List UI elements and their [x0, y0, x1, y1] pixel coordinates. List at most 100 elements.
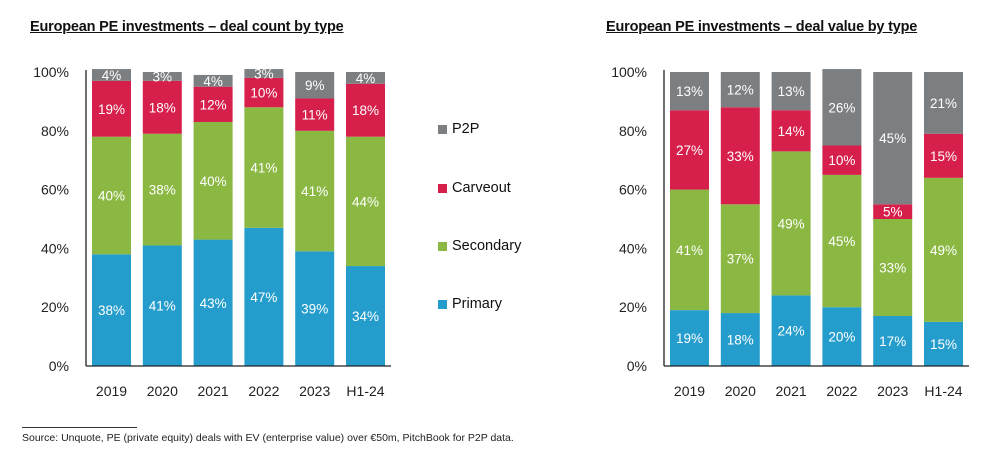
footnote-divider: [22, 427, 137, 428]
data-label-value-2020-secondary: 37%: [727, 252, 754, 267]
bar-value-2019-primary: [670, 310, 709, 366]
data-label-count-2020-primary: 41%: [149, 299, 176, 314]
x-tick-label-value: 2022: [826, 383, 857, 399]
data-label-value-2022-primary: 20%: [828, 330, 855, 345]
data-label-value-2021-primary: 24%: [778, 324, 805, 339]
data-label-count-2022-carveout: 10%: [250, 86, 277, 101]
bar-value-2022-primary: [822, 307, 862, 366]
bar-value-2020-carveout: [720, 107, 760, 205]
data-label-count-2023-p2p: 9%: [305, 78, 325, 93]
legend-label-p2p: P2P: [452, 121, 480, 137]
data-label-count-2020-secondary: 38%: [149, 183, 176, 198]
data-label-value-2022-carveout: 10%: [828, 153, 855, 168]
bar-value-2019-carveout: [670, 110, 709, 190]
x-tick-label-count: H1-24: [346, 383, 384, 399]
legend-item-primary: Primary: [438, 296, 502, 312]
y-tick-label-value: 40%: [619, 240, 647, 256]
legend-swatch-carveout: [438, 183, 447, 193]
data-label-count-H1-24-p2p: 4%: [356, 71, 376, 86]
bar-count-2019-carveout: [92, 80, 131, 137]
bar-value-2022-p2p: [822, 69, 862, 146]
bar-count-2023-p2p: [295, 72, 335, 99]
legend-item-p2p: P2P: [438, 121, 479, 137]
bar-value-2021-carveout: [771, 110, 811, 152]
bar-value-2021-p2p: [771, 72, 811, 111]
y-tick-label-count: 100%: [33, 64, 69, 80]
legend-label-primary: Primary: [452, 296, 502, 312]
data-label-value-2020-primary: 18%: [727, 333, 754, 348]
bar-count-H1-24-p2p: [346, 72, 385, 84]
data-label-count-2023-secondary: 41%: [301, 184, 328, 199]
data-label-value-2020-p2p: 12%: [727, 83, 754, 98]
data-label-count-2019-secondary: 40%: [98, 188, 125, 203]
data-label-count-2021-p2p: 4%: [203, 74, 223, 89]
bar-count-2020-p2p: [142, 72, 182, 81]
data-label-value-2023-primary: 17%: [879, 334, 906, 349]
y-tick-label-value: 0%: [627, 358, 647, 374]
legend-item-secondary: Secondary: [438, 238, 521, 254]
legend-label-carveout: Carveout: [452, 180, 511, 196]
chart-title-deal-count: European PE investments – deal count by …: [30, 19, 344, 35]
y-tick-label-count: 20%: [41, 299, 69, 315]
y-tick-label-count: 40%: [41, 240, 69, 256]
bar-count-H1-24-secondary: [346, 136, 385, 267]
x-tick-label-count: 2020: [147, 383, 178, 399]
data-label-count-2020-p2p: 3%: [153, 69, 173, 84]
data-label-value-2019-p2p: 13%: [676, 84, 703, 99]
data-label-count-H1-24-secondary: 44%: [352, 194, 379, 209]
bar-count-2019-primary: [92, 254, 131, 366]
bar-count-2023-carveout: [295, 98, 335, 131]
legend-swatch-primary: [438, 299, 447, 309]
bar-count-2022-p2p: [244, 69, 284, 78]
bar-value-H1-24-secondary: [924, 177, 963, 322]
data-label-count-H1-24-primary: 34%: [352, 309, 379, 324]
bar-value-2022-carveout: [822, 145, 862, 175]
data-label-value-H1-24-primary: 15%: [930, 337, 957, 352]
data-label-value-H1-24-carveout: 15%: [930, 149, 957, 164]
x-tick-label-count: 2022: [248, 383, 279, 399]
data-label-count-2021-carveout: 12%: [200, 97, 227, 112]
bar-count-2021-secondary: [193, 121, 233, 240]
data-label-count-2021-secondary: 40%: [200, 174, 227, 189]
chart-title-deal-value: European PE investments – deal value by …: [606, 19, 918, 35]
bar-value-2022-secondary: [822, 174, 862, 308]
data-label-value-2022-secondary: 45%: [828, 234, 855, 249]
y-tick-label-value: 80%: [619, 123, 647, 139]
bar-value-2021-secondary: [771, 151, 811, 296]
data-label-value-2021-p2p: 13%: [778, 84, 805, 99]
data-label-count-2023-primary: 39%: [301, 302, 328, 317]
x-tick-label-value: 2019: [674, 383, 705, 399]
bar-value-2019-p2p: [670, 72, 709, 111]
data-label-count-2019-p2p: 4%: [102, 68, 122, 83]
bar-count-2021-primary: [193, 239, 233, 366]
data-label-count-2020-carveout: 18%: [149, 100, 176, 115]
data-label-count-2022-p2p: 3%: [254, 66, 274, 81]
bar-value-2023-primary: [873, 316, 913, 366]
bar-value-2023-p2p: [873, 72, 913, 205]
data-label-value-2021-carveout: 14%: [778, 124, 805, 139]
y-tick-label-count: 60%: [41, 182, 69, 198]
data-label-value-H1-24-secondary: 49%: [930, 243, 957, 258]
data-label-value-2022-p2p: 26%: [828, 100, 855, 115]
bar-count-2019-p2p: [92, 69, 131, 81]
x-tick-label-count: 2019: [96, 383, 127, 399]
x-tick-label-value: H1-24: [924, 383, 962, 399]
bar-count-2021-p2p: [193, 74, 233, 87]
x-tick-label-count: 2021: [198, 383, 229, 399]
bar-count-2022-carveout: [244, 77, 284, 108]
bar-value-2020-p2p: [720, 72, 760, 108]
legend-item-carveout: Carveout: [438, 180, 511, 196]
data-label-count-2023-carveout: 11%: [302, 108, 328, 123]
bar-count-2020-primary: [142, 245, 182, 366]
x-tick-label-value: 2021: [776, 383, 807, 399]
bar-count-2019-secondary: [92, 136, 131, 255]
bar-value-H1-24-carveout: [924, 133, 963, 178]
x-tick-label-value: 2020: [725, 383, 756, 399]
x-tick-label-value: 2023: [877, 383, 908, 399]
bar-value-2021-primary: [771, 295, 811, 366]
legend-label-secondary: Secondary: [452, 238, 522, 254]
legend-swatch-p2p: [438, 124, 447, 134]
bar-value-H1-24-primary: [924, 321, 963, 366]
bar-value-H1-24-p2p: [924, 72, 963, 134]
